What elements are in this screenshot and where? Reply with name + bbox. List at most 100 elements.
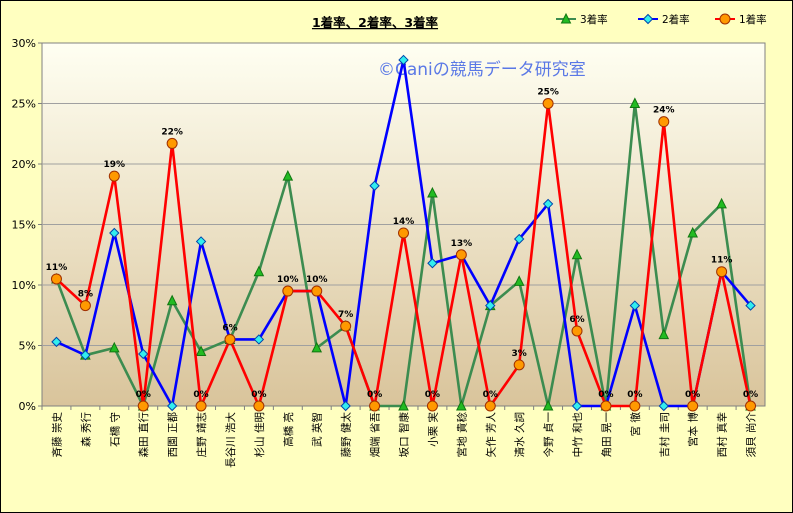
data-point bbox=[642, 13, 654, 25]
data-point bbox=[253, 334, 265, 345]
data-label: 6% bbox=[222, 323, 237, 333]
data-point bbox=[137, 400, 149, 412]
data-point bbox=[166, 294, 178, 306]
data-point bbox=[629, 400, 641, 412]
chart-title: 1着率、2着率、3着率 bbox=[312, 15, 439, 30]
data-label: 10% bbox=[277, 275, 299, 285]
data-point bbox=[398, 227, 409, 239]
data-label: 8% bbox=[78, 290, 93, 300]
data-point bbox=[369, 400, 381, 412]
x-tick-label: 杉山 佳明 bbox=[253, 412, 266, 457]
x-tick-label: 森田 直行 bbox=[137, 412, 150, 458]
data-point bbox=[311, 285, 323, 297]
watermark-text: ©Caniの競馬データ研究室 bbox=[378, 59, 586, 80]
x-tick-label: 小栗 実 bbox=[426, 412, 439, 447]
data-point bbox=[629, 300, 641, 311]
data-point bbox=[658, 400, 669, 412]
data-point bbox=[513, 359, 525, 371]
data-label: 0% bbox=[136, 390, 151, 400]
data-point bbox=[716, 266, 728, 278]
x-tick-label: 坂口 智康 bbox=[398, 412, 411, 458]
data-point bbox=[109, 227, 120, 239]
data-point bbox=[719, 13, 731, 25]
data-point bbox=[571, 325, 583, 337]
data-label: 0% bbox=[598, 390, 613, 400]
data-label: 0% bbox=[685, 390, 700, 400]
x-tick-label: 吉村 圭司 bbox=[658, 412, 671, 457]
data-point bbox=[398, 54, 409, 66]
data-label: 13% bbox=[451, 239, 473, 249]
data-point bbox=[745, 400, 757, 412]
series-3: 11% 8% 19% 0% 22% 0% 6% 0% 10% 10% 7% 0% 14% 0% 13% 0% 3… bbox=[46, 88, 758, 412]
data-label: 7% bbox=[338, 310, 353, 320]
data-point bbox=[369, 180, 380, 191]
data-label: 0% bbox=[251, 390, 266, 400]
data-point bbox=[571, 248, 583, 260]
x-tick-label: 武 英智 bbox=[311, 412, 324, 447]
data-point bbox=[340, 400, 351, 412]
x-tick-label: 西園 正都 bbox=[167, 412, 179, 458]
data-label: 0% bbox=[627, 390, 642, 400]
data-label: 24% bbox=[653, 106, 675, 116]
x-tick-label: 高橋 亮 bbox=[282, 412, 295, 447]
data-point bbox=[745, 300, 756, 311]
data-point bbox=[50, 273, 62, 285]
data-point bbox=[166, 137, 178, 149]
data-point bbox=[398, 399, 409, 411]
x-tick-label: 石橋 守 bbox=[108, 412, 121, 447]
data-label: 10% bbox=[306, 275, 328, 285]
data-point bbox=[427, 186, 438, 198]
data-label: 3% bbox=[512, 349, 527, 359]
x-tick-label: 宮 徹 bbox=[629, 412, 642, 437]
data-point bbox=[658, 328, 670, 340]
data-point bbox=[658, 116, 670, 128]
data-point bbox=[542, 198, 554, 210]
data-point bbox=[138, 348, 149, 360]
x-tick-label: 清水 久詞 bbox=[513, 412, 526, 457]
data-point bbox=[51, 336, 62, 348]
data-point bbox=[513, 233, 525, 245]
data-label: 6% bbox=[569, 315, 584, 325]
data-label: 0% bbox=[425, 390, 440, 400]
data-point bbox=[513, 275, 525, 286]
data-point bbox=[455, 249, 467, 261]
data-point bbox=[340, 320, 352, 332]
x-tick-label: 中竹 和也 bbox=[571, 412, 584, 457]
y-tick-label: 15% bbox=[12, 219, 36, 232]
data-point bbox=[195, 236, 207, 247]
x-tick-label: 宮本 博 bbox=[687, 412, 700, 447]
data-label: 22% bbox=[161, 127, 183, 137]
data-point bbox=[426, 400, 438, 412]
x-tick-label: 長谷川 浩大 bbox=[224, 412, 237, 468]
data-point bbox=[427, 258, 438, 269]
series-layer: 11% 8% 19% 0% 22% 0% 6% 0% 10% 10% 7% 0% 14% 0% 13% 0% 3… bbox=[46, 54, 758, 412]
data-point bbox=[195, 345, 207, 357]
data-point bbox=[282, 285, 294, 297]
x-tick-label: 斉藤 崇史 bbox=[50, 412, 63, 458]
data-point bbox=[108, 341, 120, 353]
data-point bbox=[542, 399, 554, 411]
data-label: 0% bbox=[743, 390, 758, 400]
x-tick-label: 藤野 健太 bbox=[340, 412, 353, 458]
data-point bbox=[716, 197, 727, 209]
legend-item: 1着率 bbox=[715, 13, 767, 26]
data-point bbox=[108, 170, 120, 182]
data-point bbox=[253, 400, 265, 412]
data-label: 0% bbox=[193, 390, 208, 400]
data-point bbox=[687, 226, 699, 238]
data-point bbox=[311, 341, 323, 353]
x-tick-label: 須貝 尚介 bbox=[745, 412, 758, 458]
x-tick-label: 角田 晃一 bbox=[601, 412, 613, 458]
x-axis-labels: 斉藤 崇史 森 秀行 石橋 守 森田 直行 西園 正都 庄野 靖志 長谷川 浩大 杉山 佳明 高… bbox=[50, 412, 757, 468]
legend-label: 3着率 bbox=[580, 13, 608, 26]
y-tick-label: 20% bbox=[12, 158, 36, 171]
data-point bbox=[542, 98, 554, 109]
data-label: 19% bbox=[104, 160, 126, 170]
y-tick-label: 0% bbox=[19, 400, 36, 413]
data-label: 11% bbox=[46, 263, 68, 273]
data-label: 25% bbox=[537, 88, 559, 98]
data-point bbox=[600, 400, 612, 412]
data-label: 0% bbox=[367, 390, 382, 400]
data-point bbox=[224, 333, 236, 345]
